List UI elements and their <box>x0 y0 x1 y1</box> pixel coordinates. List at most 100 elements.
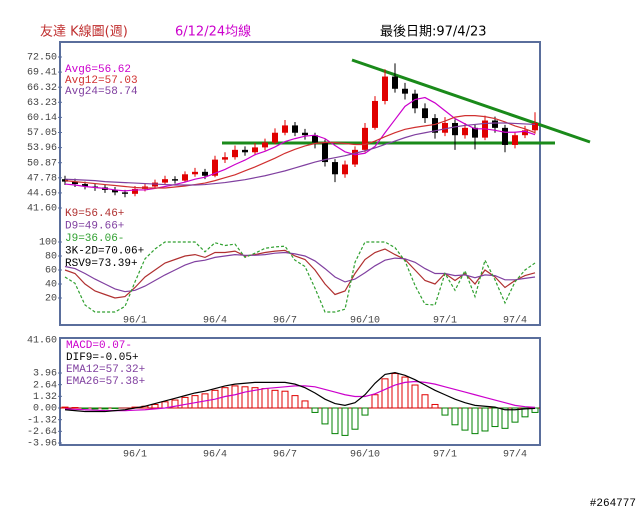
osc-bar <box>91 407 99 410</box>
y-tick-label: 69.41 <box>27 68 57 79</box>
y-tick-label: 2.64 <box>33 380 57 391</box>
osc-bar <box>101 407 109 410</box>
candle-body <box>502 127 508 145</box>
osc-bar <box>181 396 189 409</box>
osc-bar <box>531 407 539 413</box>
osc-bar <box>441 407 449 416</box>
osc-bar <box>431 403 439 409</box>
osc-bar <box>171 399 179 409</box>
series-line <box>64 115 536 189</box>
legend-entry: Avg12=57.03 <box>65 75 138 87</box>
candle-body <box>112 189 118 193</box>
legend-entry: EMA12=57.32+ <box>66 364 145 376</box>
candle-body <box>272 132 278 143</box>
y-tick-label: -1.32 <box>27 415 57 426</box>
osc-bar <box>241 386 249 409</box>
candle-body <box>292 125 298 133</box>
price-panel-frame <box>59 41 541 326</box>
osc-bar <box>451 407 459 426</box>
series-line <box>64 96 536 192</box>
y-tick-label: 60 <box>45 266 57 277</box>
y-tick-label: 63.23 <box>27 98 57 109</box>
candle-body <box>302 132 308 136</box>
y-tick-label: 20 <box>45 294 57 305</box>
y-tick-label: 60.14 <box>27 113 57 124</box>
footer-id: #264777 <box>590 498 636 510</box>
osc-bar <box>401 376 409 409</box>
osc-bar <box>151 403 159 409</box>
legend-entry: RSV9=73.39+ <box>65 258 138 270</box>
candle-body <box>242 149 248 153</box>
candle-body <box>182 174 188 181</box>
osc-bar <box>381 378 389 409</box>
candle-body <box>422 108 428 119</box>
x-tick-label: 97/4 <box>503 449 527 461</box>
x-tick-label: 96/4 <box>203 315 227 327</box>
candle-body <box>252 147 258 153</box>
candle-body <box>362 127 368 150</box>
candle-body <box>472 127 478 138</box>
candle-body <box>212 159 218 176</box>
candle-body <box>532 122 538 131</box>
osc-bar <box>301 400 309 409</box>
candle-body <box>512 135 518 145</box>
x-tick-label: 96/7 <box>273 449 297 461</box>
candle-body <box>262 142 268 148</box>
candle-body <box>62 179 68 182</box>
series-line <box>64 122 536 186</box>
candle-body <box>382 76 388 101</box>
candle-body <box>372 100 378 128</box>
x-tick-label: 96/7 <box>273 315 297 327</box>
y-tick-label: 41.60 <box>27 204 57 215</box>
x-tick-label: 97/1 <box>433 449 457 461</box>
osc-bar <box>391 373 399 409</box>
x-tick-label: 96/1 <box>123 315 147 327</box>
series-line <box>64 241 536 313</box>
legend-entry: EMA26=57.38+ <box>66 376 145 388</box>
y-tick-label: 57.05 <box>27 128 57 139</box>
legend-entry: Avg24=58.74 <box>65 86 138 98</box>
candle-body <box>82 184 88 187</box>
series-line <box>64 372 536 413</box>
candle-body <box>342 164 348 175</box>
candle-body <box>172 179 178 181</box>
osc-bar <box>421 394 429 409</box>
chart-subtitle: 6/12/24均線 <box>175 24 251 40</box>
x-tick-label: 97/4 <box>503 315 527 327</box>
macd-panel-frame <box>59 337 541 446</box>
candle-body <box>392 76 398 89</box>
candle-body <box>312 135 318 143</box>
series-line <box>64 251 536 293</box>
osc-bar <box>321 407 329 425</box>
candle-body <box>282 125 288 133</box>
candle-body <box>442 122 448 133</box>
osc-bar <box>351 407 359 430</box>
candle-body <box>202 171 208 176</box>
candle-body <box>352 149 358 165</box>
osc-bar <box>261 388 269 409</box>
osc-bar <box>411 384 419 409</box>
y-tick-label: 44.69 <box>27 189 57 200</box>
osc-bar <box>251 387 259 409</box>
candle-body <box>522 130 528 136</box>
y-tick-label: 47.78 <box>27 173 57 184</box>
chart-title: 友達 K線圖(週) <box>40 24 128 40</box>
osc-bar <box>281 390 289 409</box>
legend-entry: Avg6=56.62 <box>65 64 131 76</box>
y-tick-label: -3.96 <box>27 439 57 450</box>
candle-body <box>452 122 458 136</box>
y-tick-label: 40 <box>45 280 57 291</box>
osc-bar <box>271 389 279 409</box>
resistance-line <box>351 58 591 144</box>
osc-bar <box>371 394 379 409</box>
candle-body <box>492 120 498 128</box>
osc-bar <box>61 406 69 409</box>
osc-bar <box>511 407 519 423</box>
x-tick-label: 97/1 <box>433 315 457 327</box>
osc-bar <box>521 407 529 418</box>
osc-bar <box>491 407 499 428</box>
osc-bar <box>361 407 369 416</box>
candle-body <box>162 179 168 183</box>
candle-body <box>432 118 438 133</box>
